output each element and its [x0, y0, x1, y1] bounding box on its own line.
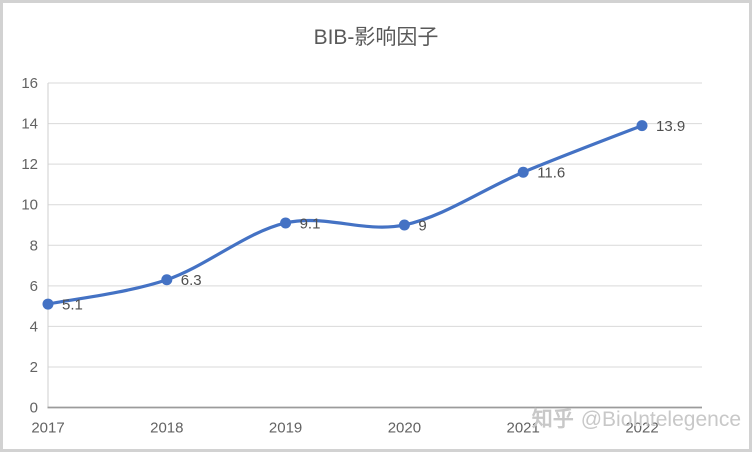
y-tick-label: 4 [30, 318, 38, 335]
data-point-marker [161, 274, 173, 286]
x-tick-label: 2019 [269, 420, 302, 437]
x-tick-label: 2020 [388, 420, 421, 437]
data-point-marker [42, 298, 54, 310]
series-line [46, 123, 644, 306]
x-tick-label: 2018 [150, 420, 183, 437]
data-point-marker [280, 217, 292, 229]
data-label: 9 [418, 217, 426, 234]
data-label: 6.3 [181, 272, 202, 289]
data-label: 13.9 [656, 118, 685, 135]
data-label: 11.6 [537, 165, 565, 182]
y-tick-label: 14 [21, 116, 38, 133]
y-tick-label: 12 [21, 156, 38, 173]
y-tick-label: 6 [30, 278, 38, 295]
y-tick-label: 8 [30, 237, 38, 254]
x-tick-label: 2022 [625, 420, 658, 437]
y-tick-label: 10 [21, 197, 38, 214]
data-label: 5.1 [62, 297, 83, 314]
data-point-marker [517, 166, 529, 178]
y-tick-label: 0 [30, 400, 38, 417]
data-point-marker [398, 219, 410, 231]
y-tick-label: 2 [30, 359, 38, 376]
x-tick-label: 2021 [507, 420, 540, 437]
data-point-marker [636, 120, 648, 132]
y-tick-label: 16 [21, 75, 38, 92]
data-label: 9.1 [300, 215, 321, 232]
x-tick-label: 2017 [31, 420, 64, 437]
